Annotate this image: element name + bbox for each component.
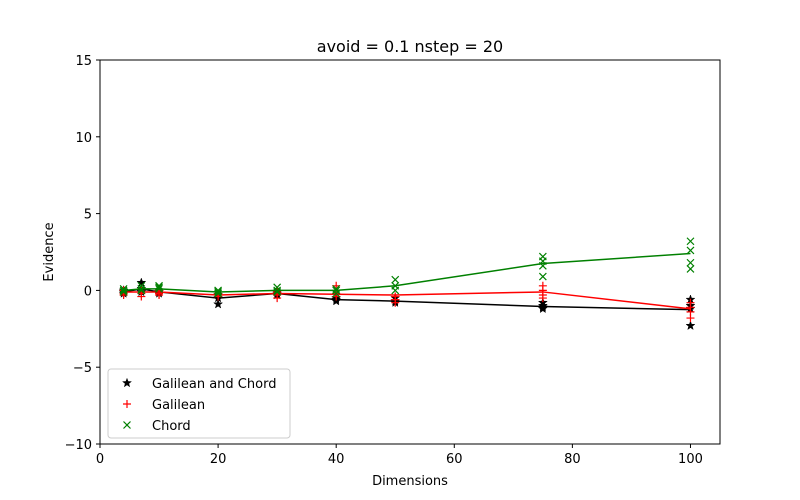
- data-point-chord: [155, 283, 163, 292]
- data-point-chord: [538, 272, 547, 281]
- data-point-chord: [214, 286, 223, 295]
- data-point-chord: [332, 284, 341, 293]
- data-point-chord: [214, 288, 223, 296]
- data-point-chord: [137, 286, 146, 295]
- data-point-chord: [119, 288, 128, 296]
- data-point-chord: [538, 257, 547, 266]
- data-point-galilean: [391, 292, 400, 301]
- data-point-chord: [332, 286, 341, 295]
- x-tick-label: 80: [564, 452, 581, 467]
- data-point-chord: [686, 258, 695, 267]
- y-tick-label: 5: [84, 208, 92, 223]
- data-point-galilean-and-chord: [537, 301, 548, 312]
- data-point-chord: [155, 284, 163, 293]
- y-tick-label: 0: [84, 284, 92, 299]
- x-axis-label: Dimensions: [372, 474, 448, 489]
- x-tick-label: 0: [96, 452, 104, 467]
- series-line-chord: [123, 252, 691, 293]
- data-point-chord: [686, 246, 695, 255]
- x-tick-label: 40: [328, 452, 345, 467]
- y-axis-label: Evidence: [42, 222, 57, 281]
- x-tick-label: 20: [210, 452, 227, 467]
- x-tick-label: 100: [678, 452, 703, 467]
- series-line-galilean: [123, 291, 691, 310]
- plot-frame: [99, 59, 721, 445]
- legend-marker-chord: [123, 421, 131, 429]
- data-point-galilean: [155, 289, 164, 298]
- data-point-chord: [391, 275, 400, 284]
- y-tick-label: −5: [73, 361, 92, 376]
- legend-label-chord: Chord: [152, 419, 191, 434]
- y-tick-label: 15: [75, 54, 92, 69]
- data-point-galilean-and-chord: [685, 320, 696, 331]
- legend-label-galilean-and-chord: Galilean and Chord: [152, 377, 276, 392]
- chart-title: avoid = 0.1 nstep = 20: [317, 37, 503, 56]
- legend-label-galilean: Galilean: [152, 398, 205, 413]
- data-point-chord: [391, 286, 400, 295]
- data-point-chord: [273, 288, 282, 296]
- data-point-chord: [137, 284, 146, 293]
- data-point-chord: [119, 284, 128, 293]
- data-point-galilean-and-chord: [213, 298, 224, 309]
- data-point-chord: [155, 281, 163, 290]
- data-point-chord: [273, 286, 282, 295]
- y-tick-label: 10: [75, 131, 92, 146]
- y-tick-label: −10: [65, 438, 92, 453]
- legend: Galilean and Chord Galilean Chord: [107, 368, 291, 439]
- data-point-chord: [119, 286, 128, 295]
- legend-box: [107, 368, 291, 439]
- data-point-galilean: [686, 307, 695, 316]
- legend-marker-galilean: [123, 400, 131, 408]
- data-point-chord: [214, 289, 223, 298]
- data-point-chord: [686, 237, 695, 246]
- x-tick-label: 60: [446, 452, 463, 467]
- data-point-galilean: [538, 286, 547, 295]
- data-point-chord: [686, 264, 695, 273]
- legend-marker-galilean-and-chord: [121, 377, 133, 388]
